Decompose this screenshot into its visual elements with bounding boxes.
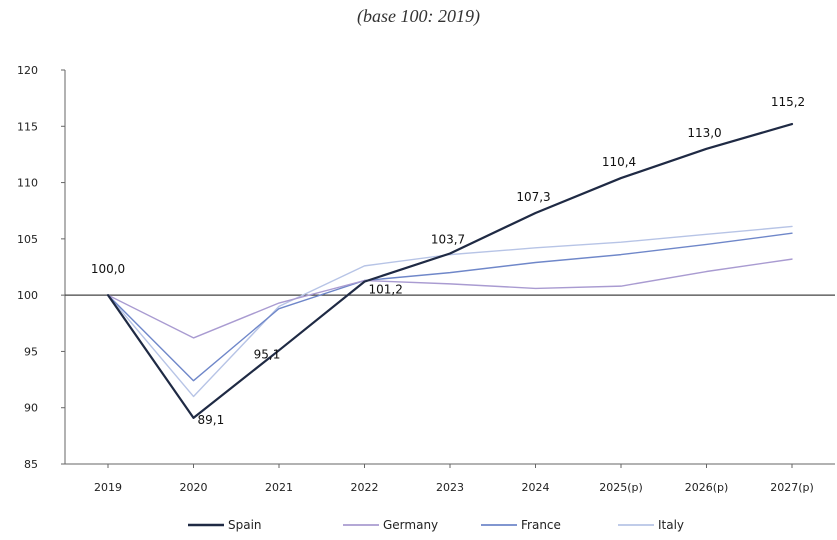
y-tick-label: 85	[24, 458, 38, 471]
x-tick-label: 2027(p)	[770, 481, 814, 494]
series-line-germany	[107, 258, 793, 339]
data-label-spain: 101,2	[369, 283, 403, 297]
y-tick-label: 90	[24, 402, 38, 415]
x-tick-label: 2026(p)	[685, 481, 729, 494]
x-tick-label: 2020	[180, 481, 208, 494]
data-label-spain: 107,3	[516, 190, 550, 204]
data-label-spain: 110,4	[602, 155, 636, 169]
x-tick-label: 2021	[265, 481, 293, 494]
x-tick-label: 2022	[351, 481, 379, 494]
data-label-spain: 100,0	[91, 262, 125, 276]
y-tick-label: 120	[17, 64, 38, 77]
y-tick-label: 110	[17, 177, 38, 190]
y-tick-label: 105	[17, 233, 38, 246]
series-line-spain	[106, 122, 794, 419]
data-label-spain: 103,7	[431, 232, 465, 246]
chart-legend: Spain Germany France Italy	[188, 518, 684, 532]
chart-series-lines	[106, 122, 794, 419]
data-label-spain: 95,1	[254, 347, 281, 361]
data-label-spain: 89,1	[198, 413, 225, 427]
y-tick-label: 100	[17, 289, 38, 302]
chart-subtitle: (base 100: 2019)	[357, 6, 480, 26]
x-tick-label: 2023	[436, 481, 464, 494]
x-tick-label: 2019	[94, 481, 122, 494]
series-line-france	[107, 232, 793, 382]
data-label-spain: 113,0	[687, 126, 721, 140]
data-label-spain: 115,2	[771, 95, 805, 109]
legend-label-germany: Germany	[383, 518, 438, 532]
chart-axes: 85 90 95 100 105 110 115 120 2019 2020 2021 2022 202…	[17, 64, 835, 494]
legend-label-spain: Spain	[228, 518, 262, 532]
x-tick-label: 2025(p)	[599, 481, 643, 494]
chart-data-labels: 100,0 89,1 95,1 101,2 103,7 107,3 110,4 113,0 11…	[91, 95, 805, 427]
x-tick-label: 2024	[522, 481, 550, 494]
series-line-italy	[107, 225, 793, 398]
y-tick-label: 115	[17, 120, 38, 133]
y-tick-label: 95	[24, 345, 38, 358]
legend-label-italy: Italy	[658, 518, 684, 532]
legend-label-france: France	[521, 518, 561, 532]
